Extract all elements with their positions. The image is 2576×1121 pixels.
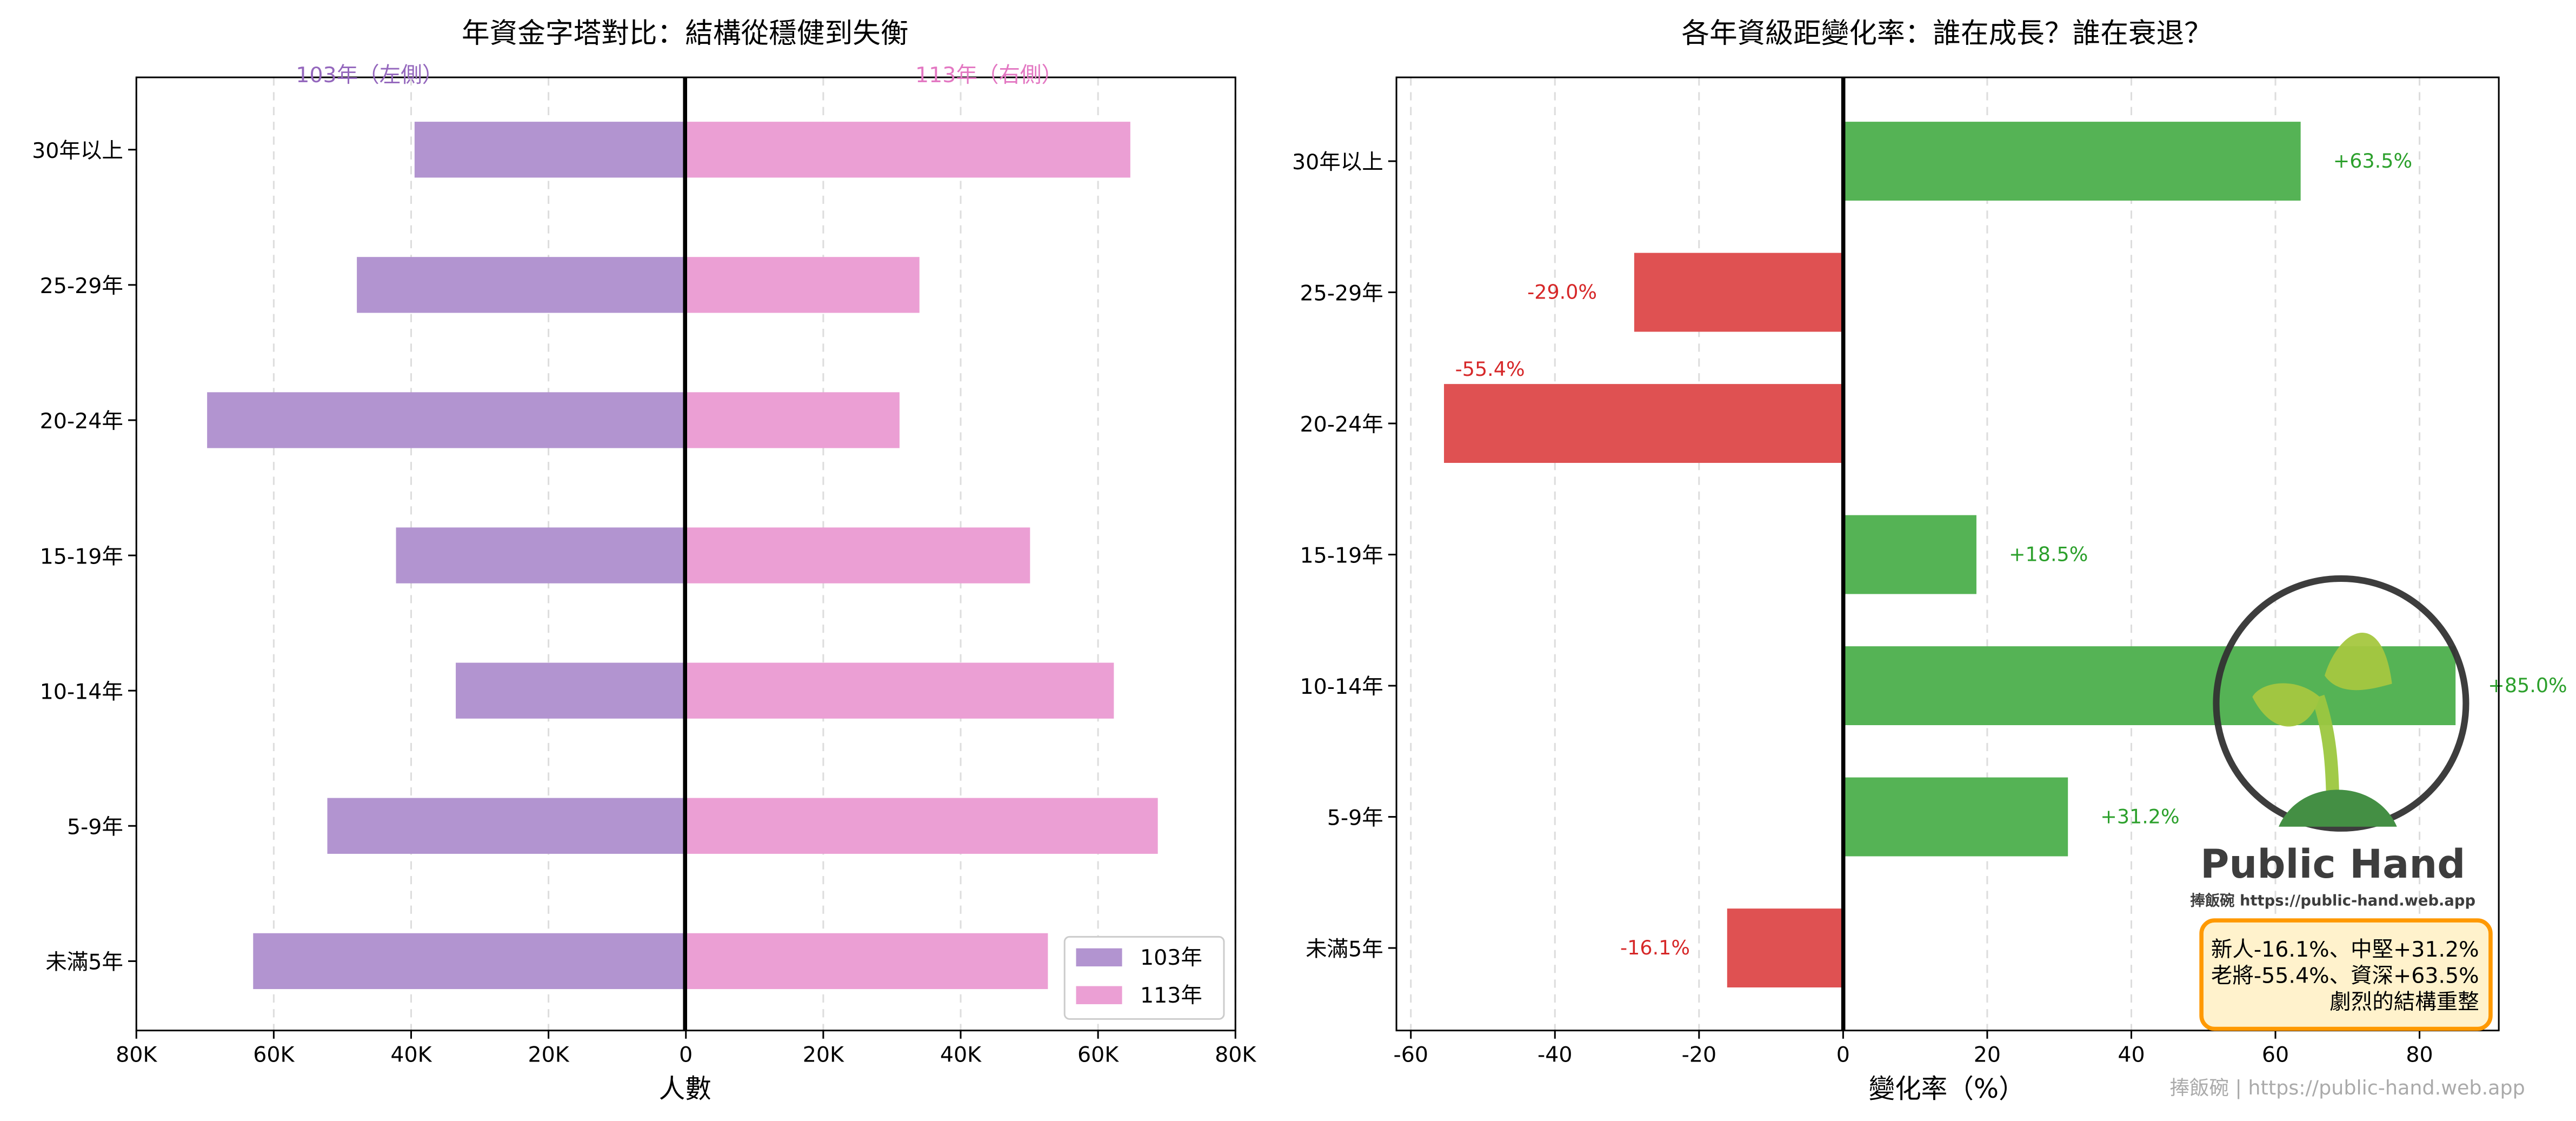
y-tick-label: 未滿5年 xyxy=(45,950,123,975)
right-chart-title: 各年資級距變化率：誰在成長？誰在衰退？ xyxy=(1681,17,2212,50)
logo-text: Public Hand xyxy=(2200,841,2466,887)
left-side-label: 103年（左側） xyxy=(296,63,443,88)
y-tick-label: 30年以上 xyxy=(32,138,123,163)
sprout-leaf-left-icon xyxy=(2252,683,2320,727)
annotation-frame xyxy=(2199,918,2493,1031)
x-tick-label: 80 xyxy=(2406,1042,2433,1067)
right-side-label: 113年（右側） xyxy=(915,63,1063,88)
y-tick-label: 10-14年 xyxy=(1300,674,1383,699)
bar-113 xyxy=(685,798,1158,854)
bar-113 xyxy=(685,392,900,448)
footer-credit: 捧飯碗 | https://public-hand.web.app xyxy=(2170,1076,2525,1100)
annotation-box: 新人-16.1%、中堅+31.2% 老將-55.4%、資深+63.5% 劇烈的結… xyxy=(2199,918,2493,1031)
x-tick-label: 40K xyxy=(940,1042,982,1067)
sprout-leaf-right-icon xyxy=(2325,632,2392,691)
x-tick-label: 20K xyxy=(528,1042,570,1067)
public-hand-logo: Public Hand 捧飯碗 https://public-hand.web.… xyxy=(2190,575,2475,910)
data-label: -29.0% xyxy=(1527,281,1597,304)
y-tick-label: 未滿5年 xyxy=(1306,937,1383,961)
x-tick-label: 60K xyxy=(1077,1042,1119,1067)
x-tick-label: 40K xyxy=(390,1042,432,1067)
legend-swatch-103 xyxy=(1076,948,1122,967)
x-tick-label: -40 xyxy=(1537,1042,1573,1067)
x-tick-label: 0 xyxy=(679,1042,693,1067)
logo-circle xyxy=(2213,575,2470,832)
annotation-line-2: 老將-55.4%、資深+63.5% xyxy=(2211,963,2479,988)
x-tick-label: 60 xyxy=(2262,1042,2289,1067)
x-tick-label: 20 xyxy=(1974,1042,2001,1067)
bar-103 xyxy=(357,257,686,313)
bar-103 xyxy=(253,933,686,990)
legend-label-113: 113年 xyxy=(1140,983,1202,1008)
data-label: +85.0% xyxy=(2488,674,2567,697)
y-tick-label: 10-14年 xyxy=(40,679,123,704)
y-tick-label: 20-24年 xyxy=(1300,412,1383,437)
data-label: +18.5% xyxy=(2009,543,2088,566)
legend-label-103: 103年 xyxy=(1140,945,1202,970)
left-x-label: 人數 xyxy=(659,1074,711,1104)
x-tick-label: -20 xyxy=(1682,1042,1717,1067)
x-tick-label: 20K xyxy=(803,1042,844,1067)
legend-swatch-113 xyxy=(1076,986,1122,1005)
y-tick-label: 5-9年 xyxy=(67,814,123,839)
y-tick-label: 15-19年 xyxy=(40,544,123,569)
y-tick-label: 25-29年 xyxy=(1300,281,1383,306)
x-tick-label: 80K xyxy=(116,1042,157,1067)
annotation-line-1: 新人-16.1%、中堅+31.2% xyxy=(2211,937,2479,962)
x-tick-label: 0 xyxy=(1836,1042,1850,1067)
right-x-label: 變化率（%） xyxy=(1868,1074,2025,1104)
y-tick-label: 15-19年 xyxy=(1300,543,1383,568)
data-label: -16.1% xyxy=(1620,936,1690,959)
x-tick-label: -60 xyxy=(1393,1042,1428,1067)
data-label: +31.2% xyxy=(2100,805,2179,828)
annotation-line-3: 劇烈的結構重整 xyxy=(2329,990,2479,1014)
bar-103 xyxy=(414,122,686,178)
bar-113 xyxy=(685,933,1048,990)
change-rate-chart: 各年資級距變化率：誰在成長？誰在衰退？ +63.5% -29.0% -55.4% +1… xyxy=(1292,17,2567,1104)
change-bar xyxy=(1843,777,2068,857)
change-bar xyxy=(1444,384,1843,463)
y-tick-label: 5-9年 xyxy=(1327,806,1383,831)
bar-113 xyxy=(685,257,920,313)
left-chart-title: 年資金字塔對比：結構從穩健到失衡 xyxy=(462,17,909,50)
change-bar xyxy=(1843,122,2301,201)
x-tick-label: 80K xyxy=(1215,1042,1256,1067)
change-bar xyxy=(1727,908,1843,988)
bar-103 xyxy=(456,662,686,719)
bar-113 xyxy=(685,662,1114,719)
x-tick-label: 60K xyxy=(253,1042,295,1067)
data-label: +63.5% xyxy=(2333,149,2412,173)
soil-mound-icon xyxy=(2278,790,2397,827)
logo-subtext: 捧飯碗 https://public-hand.web.app xyxy=(2190,892,2475,910)
y-tick-label: 20-24年 xyxy=(40,409,123,434)
change-bar xyxy=(1634,253,1843,332)
y-tick-label: 25-29年 xyxy=(40,274,123,299)
pyramid-chart: 年資金字塔對比：結構從穩健到失衡 103年（左側） 113年（右側） 30年以上… xyxy=(32,17,1256,1104)
bar-113 xyxy=(685,527,1030,583)
data-label: -55.4% xyxy=(1455,357,1525,381)
bar-103 xyxy=(396,527,686,583)
x-tick-label: 40 xyxy=(2118,1042,2145,1067)
y-tick-label: 30年以上 xyxy=(1292,150,1383,175)
bar-103 xyxy=(327,798,686,854)
legend: 103年 113年 xyxy=(1063,936,1225,1020)
change-bar xyxy=(1843,515,1976,594)
bar-103 xyxy=(207,392,686,448)
bar-113 xyxy=(685,122,1130,178)
